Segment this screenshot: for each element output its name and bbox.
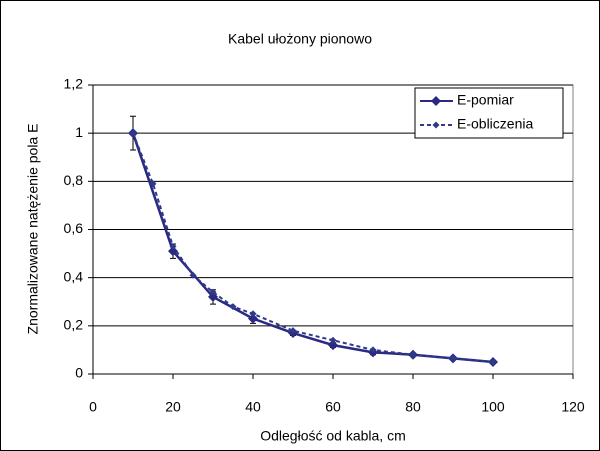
data-point [248, 313, 258, 324]
y-tick-label: 0,2 [64, 317, 84, 333]
data-point [289, 327, 297, 335]
data-point [369, 346, 377, 354]
x-tick-label: 120 [561, 399, 585, 415]
y-tick-label: 0 [75, 365, 83, 381]
y-tick-label: 1,2 [64, 76, 84, 92]
data-point [489, 358, 497, 366]
y-tick-label: 1 [75, 124, 83, 140]
legend-marker [431, 96, 441, 106]
x-tick-label: 80 [405, 399, 421, 415]
legend-marker [432, 121, 440, 129]
x-axis-label: Odległość od kabla, cm [260, 428, 406, 444]
data-point [328, 340, 338, 351]
x-tick-label: 20 [165, 399, 181, 415]
legend-label: E-pomiar [457, 92, 514, 108]
x-tick-label: 0 [89, 399, 97, 415]
data-point [169, 242, 177, 250]
y-axis-label: Znormalizowane natężenie pola E [25, 124, 41, 335]
data-point [249, 310, 257, 318]
chart-title: Kabel ułożony pionowo [228, 31, 372, 47]
y-tick-label: 0,8 [64, 172, 84, 188]
y-tick-label: 0,4 [64, 268, 84, 284]
x-tick-label: 40 [245, 399, 261, 415]
data-point [189, 271, 197, 279]
data-point [229, 303, 237, 311]
data-point [329, 336, 337, 344]
data-point [409, 351, 417, 359]
data-point [449, 354, 457, 362]
data-point [149, 180, 157, 188]
data-point [168, 246, 178, 257]
legend-label: E-obliczenia [457, 116, 533, 132]
legend-box [414, 87, 564, 139]
x-tick-label: 60 [325, 399, 341, 415]
x-tick-label: 100 [481, 399, 505, 415]
y-tick-label: 0,6 [64, 220, 84, 236]
data-point [129, 129, 137, 137]
data-point [209, 288, 217, 296]
